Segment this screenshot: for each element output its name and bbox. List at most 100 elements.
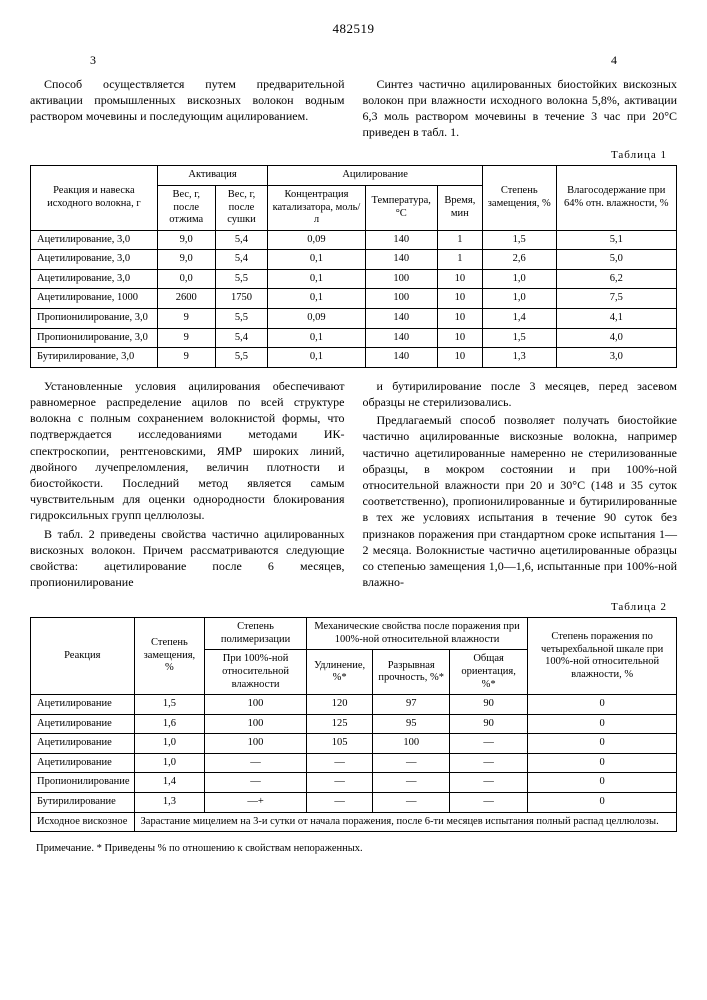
table-cell: 0,1 xyxy=(268,269,365,289)
mid-right-p1: и бутирилирование после 3 месяцев, перед… xyxy=(363,378,678,410)
table-cell: 100 xyxy=(365,289,437,309)
t1-h-activation: Активация xyxy=(157,166,267,186)
table-cell: 10 xyxy=(437,348,482,368)
table-cell: 0,1 xyxy=(268,289,365,309)
mid-columns: Установленные условия ацилирования обесп… xyxy=(30,378,677,592)
table-cell: 0 xyxy=(528,714,677,734)
table-row: Пропионилирование, 3,095,50,09140101,44,… xyxy=(31,309,677,329)
t2-h-reaction: Реакция xyxy=(31,618,135,695)
table-cell: — xyxy=(306,773,373,793)
table-cell: 3,0 xyxy=(556,348,676,368)
t1-h-time: Время, мин xyxy=(437,185,482,230)
table-row: Ацетилирование, 1000260017500,1100101,07… xyxy=(31,289,677,309)
t1-h-wdry: Вес, г, после сушки xyxy=(215,185,268,230)
t2-h-degree: Степень замещения, % xyxy=(134,618,205,695)
mid-right-p2: Предлагаемый способ позволяет получать б… xyxy=(363,412,678,590)
table-cell: 97 xyxy=(373,695,450,715)
table-cell: 100 xyxy=(365,269,437,289)
table-cell: 5,5 xyxy=(215,269,268,289)
table-cell: 0,1 xyxy=(268,348,365,368)
table-row: Ацетилирование, 3,09,05,40,0914011,55,1 xyxy=(31,230,677,250)
table-2: Реакция Степень замещения, % Степень пол… xyxy=(30,617,677,832)
document-number: 482519 xyxy=(30,20,677,38)
table-cell: 0 xyxy=(528,773,677,793)
table-cell: 1,3 xyxy=(482,348,556,368)
table-cell: 0 xyxy=(528,695,677,715)
mid-left-p2: В табл. 2 приведены свойства частично ац… xyxy=(30,526,345,591)
table-cell: 1,5 xyxy=(134,695,205,715)
table-cell: 0,1 xyxy=(268,250,365,270)
table-cell: Ацетилирование xyxy=(31,714,135,734)
table-cell: —+ xyxy=(205,793,307,813)
table-1: Реакция и навеска исходного волокна, г А… xyxy=(30,165,677,368)
table-cell: Ацетилирование, 3,0 xyxy=(31,269,158,289)
page-left: 3 xyxy=(90,52,96,68)
table-cell: 1,6 xyxy=(134,714,205,734)
table-row: Ацетилирование, 3,09,05,40,114012,65,0 xyxy=(31,250,677,270)
t2-h-tensile: Разрывная прочность, %* xyxy=(373,650,450,695)
table-cell: — xyxy=(205,753,307,773)
t2-footer-label: Исходное вискозное xyxy=(31,812,135,832)
table2-note: Примечание. * Приведены % по отношению к… xyxy=(30,842,677,856)
table-cell: 4,0 xyxy=(556,328,676,348)
table-cell: 90 xyxy=(449,695,527,715)
table-cell: Ацетилирование xyxy=(31,695,135,715)
table-cell: Пропионилирование, 3,0 xyxy=(31,309,158,329)
table-cell: 1,0 xyxy=(134,753,205,773)
table-cell: 90 xyxy=(449,714,527,734)
table-cell: Бутирилирование xyxy=(31,793,135,813)
t2-h-polysub: При 100%-ной относительной влажности xyxy=(205,650,307,695)
table-row: Ацетилирование1,0100105100—0 xyxy=(31,734,677,754)
table-cell: 1,4 xyxy=(134,773,205,793)
table-cell: 9 xyxy=(157,309,215,329)
table-cell: 7,5 xyxy=(556,289,676,309)
table-cell: 5,1 xyxy=(556,230,676,250)
table-cell: 0 xyxy=(528,734,677,754)
table-cell: — xyxy=(306,793,373,813)
t2-footer-row: Исходное вискозное Зарастание мицелием н… xyxy=(31,812,677,832)
t2-h-poly: Степень полимеризации xyxy=(205,618,307,650)
table-cell: 2,6 xyxy=(482,250,556,270)
table-row: Ацетилирование1,610012595900 xyxy=(31,714,677,734)
table-cell: 0,09 xyxy=(268,309,365,329)
table-cell: — xyxy=(205,773,307,793)
table-cell: — xyxy=(306,753,373,773)
table-cell: Ацетилирование, 1000 xyxy=(31,289,158,309)
table-cell: 10 xyxy=(437,269,482,289)
table-cell: 140 xyxy=(365,230,437,250)
table-cell: 1,0 xyxy=(134,734,205,754)
table-cell: Бутирилирование, 3,0 xyxy=(31,348,158,368)
table-cell: 140 xyxy=(365,348,437,368)
table-cell: Ацетилирование, 3,0 xyxy=(31,250,158,270)
table-cell: 4,1 xyxy=(556,309,676,329)
table-cell: 100 xyxy=(205,695,307,715)
table2-caption: Таблица 2 xyxy=(30,600,667,615)
table-cell: Ацетилирование xyxy=(31,734,135,754)
table-cell: Ацетилирование, 3,0 xyxy=(31,230,158,250)
t1-h-temp: Температура, °С xyxy=(365,185,437,230)
table-cell: 0,09 xyxy=(268,230,365,250)
table-row: Ацетилирование, 3,00,05,50,1100101,06,2 xyxy=(31,269,677,289)
t1-h-acylation: Ацилирование xyxy=(268,166,483,186)
table-cell: 1750 xyxy=(215,289,268,309)
table-cell: 9 xyxy=(157,328,215,348)
t2-h-elong: Удлинение, %* xyxy=(306,650,373,695)
mid-left-p1: Установленные условия ацилирования обесп… xyxy=(30,378,345,524)
table-cell: 140 xyxy=(365,328,437,348)
table1-caption: Таблица 1 xyxy=(30,148,667,163)
table-cell: 1,0 xyxy=(482,289,556,309)
t1-h-conc: Концентрация катализатора, моль/л xyxy=(268,185,365,230)
page-numbers: 3 4 xyxy=(90,52,617,68)
table-cell: 9,0 xyxy=(157,250,215,270)
table-cell: 1 xyxy=(437,250,482,270)
table-cell: 5,4 xyxy=(215,230,268,250)
table-row: Пропионилирование1,4————0 xyxy=(31,773,677,793)
table-cell: — xyxy=(449,753,527,773)
table-cell: 1,4 xyxy=(482,309,556,329)
t1-h-degree: Степень замещения, % xyxy=(482,166,556,230)
table-cell: 5,4 xyxy=(215,328,268,348)
t1-h-moisture: Влагосодержание при 64% отн. влажности, … xyxy=(556,166,676,230)
table-cell: 140 xyxy=(365,309,437,329)
table-cell: 95 xyxy=(373,714,450,734)
table-cell: 1,5 xyxy=(482,328,556,348)
